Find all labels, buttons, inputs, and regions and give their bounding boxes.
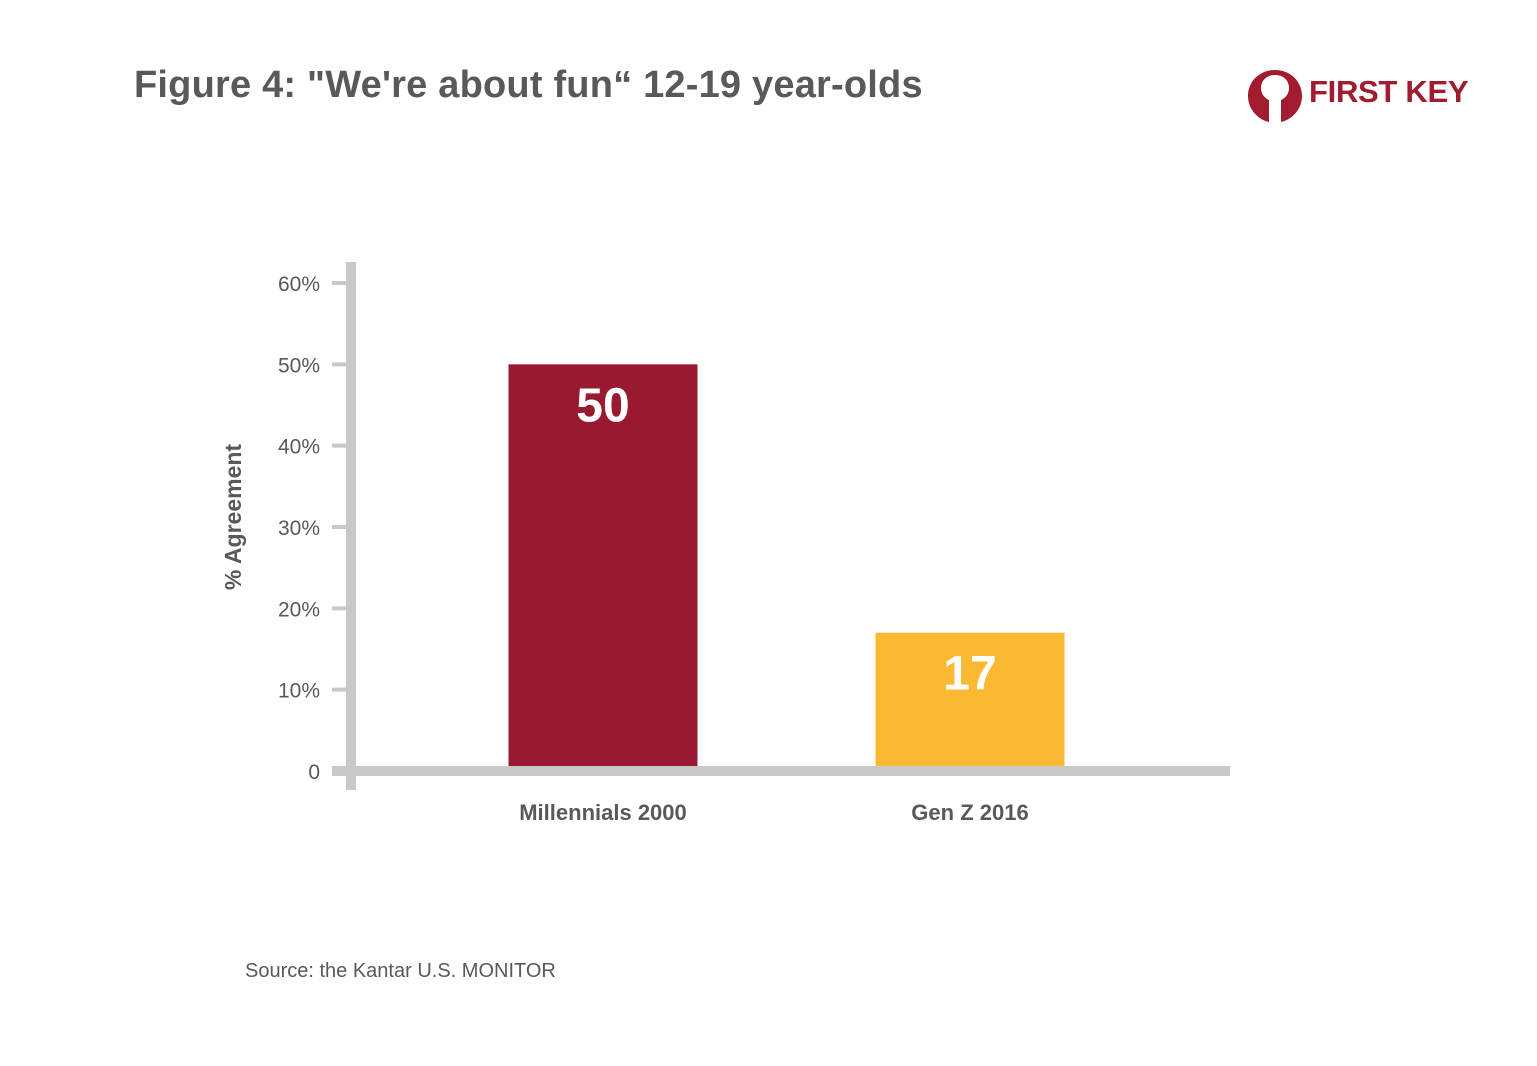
data-label: 50 (576, 379, 629, 432)
y-tick-label: 10% (278, 680, 320, 703)
chart-axes (332, 262, 1230, 790)
first-key-logo: FIRST KEY (1245, 66, 1495, 124)
y-tick-label: 60% (278, 273, 320, 296)
x-axis-labels: Millennials 2000 Gen Z 2016 (519, 800, 1028, 825)
bars: 50 17 (508, 364, 1065, 766)
y-tick-label: 20% (278, 598, 320, 621)
y-axis-ticks: 0 10% 20% 30% 40% 50% 60% (278, 273, 351, 784)
y-axis-label: % Agreement (220, 444, 246, 590)
category-label: Gen Z 2016 (911, 800, 1028, 825)
y-tick-label: 0 (308, 761, 320, 784)
bar (875, 632, 1065, 766)
y-tick-label: 50% (278, 354, 320, 377)
y-tick-label: 40% (278, 436, 320, 459)
data-label: 17 (943, 648, 996, 701)
source-note: Source: the Kantar U.S. MONITOR (245, 960, 556, 982)
keyhole-icon (1248, 70, 1302, 122)
y-tick-label: 30% (278, 517, 320, 540)
bar (508, 364, 698, 766)
chart-title: Figure 4: "We're about fun“ 12-19 year-o… (134, 64, 923, 106)
logo-text: FIRST KEY (1309, 74, 1469, 109)
category-label: Millennials 2000 (519, 800, 687, 825)
